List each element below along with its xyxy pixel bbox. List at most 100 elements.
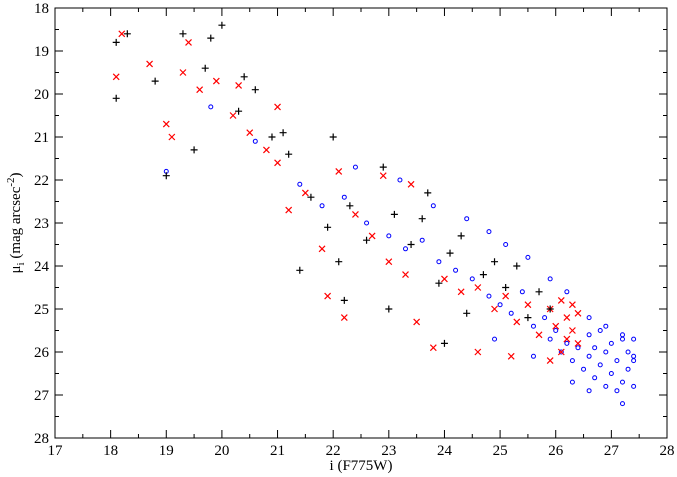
y-tick-label: 18 bbox=[34, 1, 49, 17]
data-point bbox=[196, 86, 204, 94]
x-tick-label: 28 bbox=[660, 443, 675, 459]
data-point bbox=[179, 69, 187, 76]
y-tick-label: 27 bbox=[34, 388, 50, 404]
data-point bbox=[608, 371, 614, 376]
data-point bbox=[464, 216, 470, 222]
y-tick-label: 28 bbox=[34, 431, 49, 447]
data-point bbox=[390, 210, 398, 218]
data-point bbox=[352, 210, 359, 218]
data-point bbox=[619, 401, 625, 407]
data-point bbox=[274, 159, 281, 167]
data-point bbox=[235, 107, 243, 115]
data-point bbox=[513, 262, 521, 270]
data-point bbox=[386, 233, 392, 239]
data-point bbox=[190, 146, 198, 154]
data-point bbox=[208, 104, 214, 110]
data-point bbox=[463, 309, 471, 317]
data-point bbox=[457, 232, 465, 240]
x-tick-label: 27 bbox=[604, 443, 620, 459]
data-point bbox=[563, 314, 571, 322]
data-point bbox=[474, 284, 482, 291]
data-point bbox=[435, 279, 443, 287]
data-point bbox=[297, 181, 303, 187]
data-point bbox=[341, 194, 347, 200]
axis-tick-labels: 17 18 19 20 21 22 23 24 25 26 27 28 18 19 20 21 22 23 24 25… bbox=[34, 1, 675, 459]
x-tick-label: 23 bbox=[381, 443, 396, 459]
data-point bbox=[252, 138, 258, 144]
y-axis-label: μi (mag arcsec-2) bbox=[5, 172, 27, 273]
data-point bbox=[631, 383, 637, 389]
data-point bbox=[403, 246, 409, 252]
data-point bbox=[631, 353, 637, 359]
data-point bbox=[557, 348, 565, 356]
x-axis-label: i (F775W) bbox=[330, 458, 393, 474]
data-point bbox=[146, 60, 154, 68]
y-tick-label: 20 bbox=[34, 87, 49, 103]
data-point bbox=[185, 38, 192, 46]
x-tick-label: 17 bbox=[48, 443, 64, 459]
data-point bbox=[553, 328, 559, 333]
data-point bbox=[568, 301, 576, 309]
data-point bbox=[486, 293, 492, 299]
y-axis-label-symbol: μ bbox=[8, 265, 24, 273]
data-point bbox=[619, 336, 625, 342]
data-point bbox=[614, 358, 620, 364]
data-point bbox=[436, 259, 442, 265]
y-tick-label: 26 bbox=[34, 345, 50, 361]
data-point bbox=[502, 284, 510, 291]
data-point bbox=[402, 271, 409, 279]
series-cross bbox=[112, 30, 582, 365]
data-point bbox=[497, 302, 503, 308]
y-tick-label: 25 bbox=[34, 302, 49, 318]
x-tick-label: 20 bbox=[214, 443, 229, 459]
data-point bbox=[524, 314, 532, 322]
data-point bbox=[625, 349, 631, 355]
data-point bbox=[112, 73, 120, 81]
data-point bbox=[569, 358, 575, 364]
data-point bbox=[429, 344, 437, 352]
data-point bbox=[530, 323, 536, 329]
data-point bbox=[479, 271, 487, 279]
data-point bbox=[625, 366, 631, 372]
data-point bbox=[407, 241, 415, 248]
data-point bbox=[491, 258, 499, 266]
data-point bbox=[446, 249, 454, 257]
data-point bbox=[201, 64, 209, 72]
y-axis-label-subscript: i bbox=[15, 262, 27, 265]
data-point bbox=[603, 349, 609, 355]
data-point bbox=[564, 340, 570, 346]
data-point bbox=[586, 353, 592, 359]
data-point bbox=[340, 296, 348, 304]
data-point bbox=[324, 223, 332, 231]
data-point bbox=[307, 193, 315, 201]
data-point bbox=[564, 289, 570, 295]
data-point bbox=[118, 30, 126, 38]
data-point bbox=[586, 388, 592, 394]
data-point bbox=[608, 340, 614, 346]
data-point bbox=[285, 206, 293, 214]
data-point bbox=[558, 349, 564, 355]
series-circle-open bbox=[163, 104, 637, 407]
data-point bbox=[440, 339, 448, 347]
data-point bbox=[251, 86, 259, 94]
data-point bbox=[614, 388, 620, 394]
x-tick-label: 21 bbox=[270, 443, 285, 459]
data-point bbox=[535, 288, 543, 296]
data-point bbox=[123, 30, 131, 38]
data-point bbox=[603, 383, 609, 389]
data-point bbox=[574, 339, 582, 347]
data-point bbox=[530, 353, 536, 359]
y-axis-label-unit: (mag arcsec bbox=[8, 186, 24, 262]
x-tick-label: 22 bbox=[326, 443, 341, 459]
data-point bbox=[519, 289, 525, 295]
data-point bbox=[524, 301, 532, 309]
data-point bbox=[379, 172, 387, 180]
data-point bbox=[491, 305, 498, 313]
data-point bbox=[542, 315, 548, 321]
data-point bbox=[112, 38, 120, 46]
plot-frame bbox=[54, 7, 668, 439]
data-point bbox=[586, 315, 592, 321]
data-point bbox=[212, 77, 220, 85]
data-point bbox=[631, 336, 637, 342]
